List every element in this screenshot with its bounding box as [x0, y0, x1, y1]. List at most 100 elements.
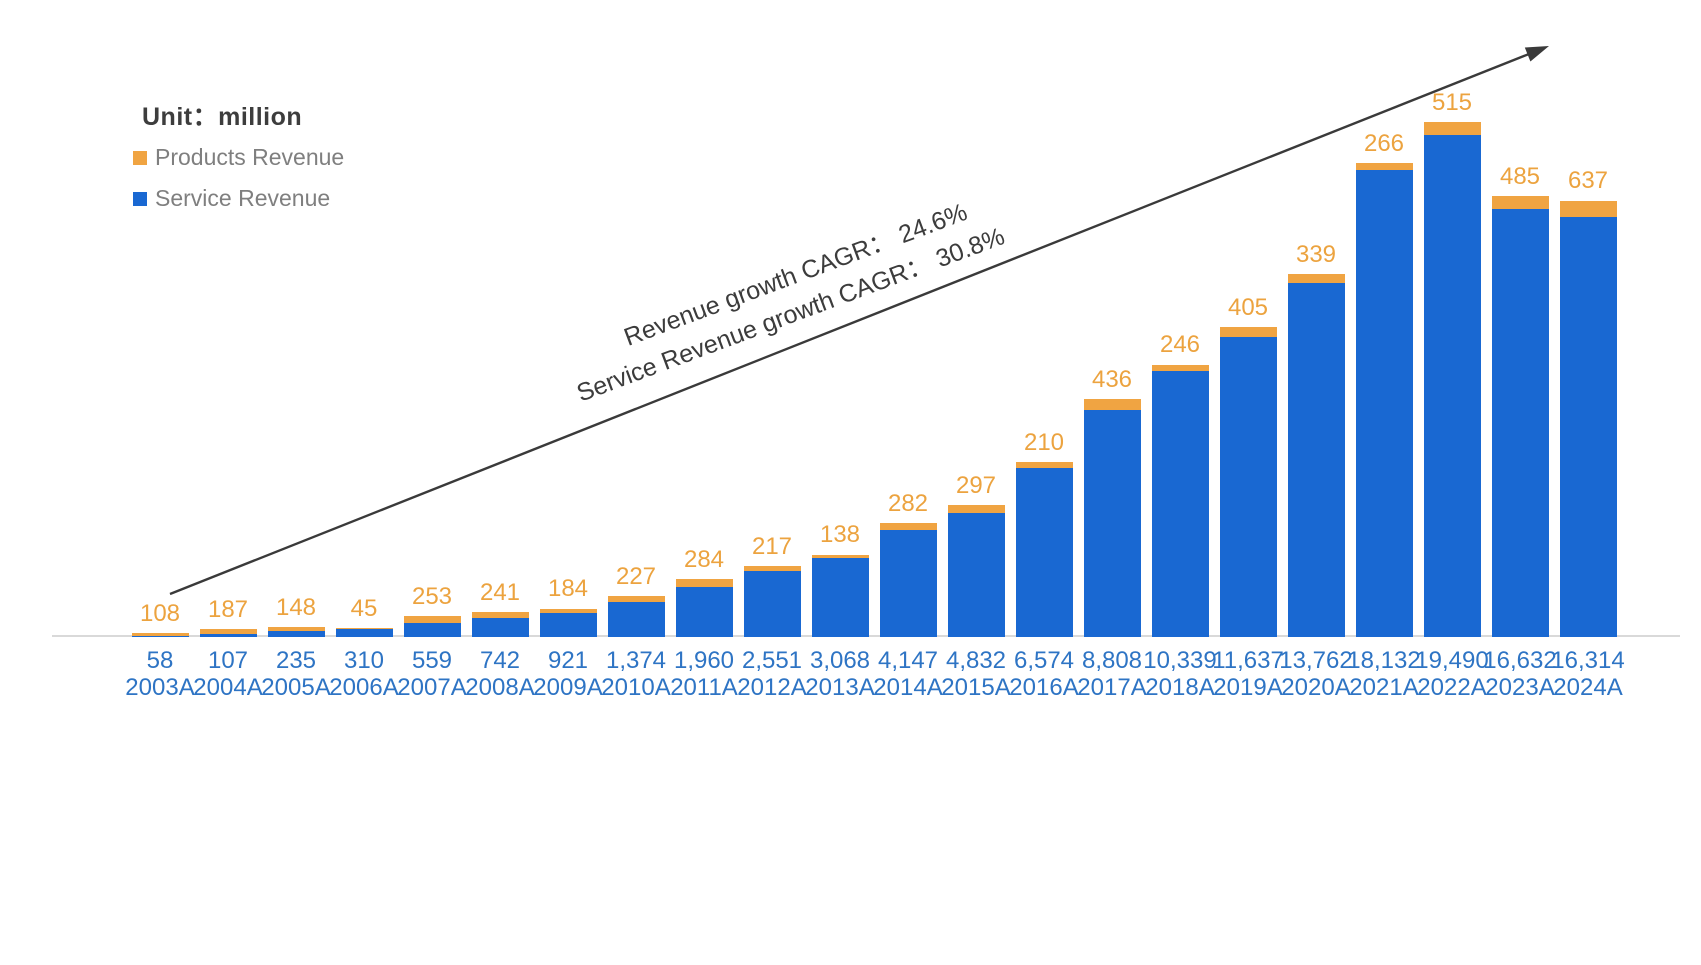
service-value-label-2012A: 2,551: [741, 647, 803, 674]
bar-2006A: [335, 627, 393, 637]
products-segment-2005A: [267, 627, 325, 631]
legend-item-products: Products Revenue: [133, 144, 344, 171]
bar-2004A: [199, 629, 257, 637]
products-segment-2014A: [879, 523, 937, 531]
products-segment-2018A: [1151, 364, 1209, 371]
year-label-2014A: 2014A: [873, 674, 943, 701]
bar-2012A: [743, 565, 801, 637]
service-segment-2010A: [607, 601, 665, 637]
legend-item-service: Service Revenue: [133, 185, 330, 212]
year-label-2016A: 2016A: [1009, 674, 1079, 701]
products-segment-2007A: [403, 616, 461, 623]
unit-label: Unit：million: [142, 103, 303, 131]
products-segment-2015A: [947, 505, 1005, 513]
bar-2014A: [879, 523, 937, 637]
service-segment-2014A: [879, 530, 937, 637]
service-segment-2003A: [131, 635, 189, 637]
year-label-2017A: 2017A: [1077, 674, 1147, 701]
service-value-label-2010A: 1,374: [605, 647, 667, 674]
year-label-2004A: 2004A: [193, 674, 263, 701]
year-label-2010A: 2010A: [601, 674, 671, 701]
year-label-2024A: 2024A: [1553, 674, 1623, 701]
service-segment-2006A: [335, 629, 393, 637]
products-value-label-2014A: 282: [887, 489, 929, 517]
year-label-2021A: 2021A: [1349, 674, 1419, 701]
products-segment-2019A: [1219, 327, 1277, 338]
bar-2005A: [267, 627, 325, 637]
year-label-2006A: 2006A: [329, 674, 399, 701]
products-value-label-2020A: 339: [1295, 240, 1337, 268]
bar-2020A: [1287, 274, 1345, 637]
products-value-label-2015A: 297: [955, 471, 997, 499]
products-value-label-2018A: 246: [1159, 331, 1201, 359]
service-legend-swatch-icon: [133, 191, 147, 206]
service-value-label-2006A: 310: [343, 647, 385, 674]
service-segment-2016A: [1015, 467, 1073, 637]
products-segment-2022A: [1423, 122, 1481, 136]
service-segment-2023A: [1491, 208, 1549, 637]
products-value-label-2010A: 227: [615, 562, 657, 590]
service-value-label-2024A: 16,314: [1551, 647, 1625, 674]
bar-2021A: [1355, 163, 1413, 637]
products-value-label-2021A: 266: [1363, 130, 1405, 158]
products-value-label-2013A: 138: [819, 521, 861, 549]
year-label-2022A: 2022A: [1417, 674, 1487, 701]
service-value-label-2020A: 13,762: [1279, 647, 1353, 674]
service-value-label-2017A: 8,808: [1081, 647, 1143, 674]
service-segment-2005A: [267, 631, 325, 637]
products-segment-2024A: [1559, 200, 1617, 217]
products-segment-2021A: [1355, 163, 1413, 171]
bar-2017A: [1083, 399, 1141, 637]
service-segment-2007A: [403, 622, 461, 637]
service-segment-2018A: [1151, 370, 1209, 637]
service-value-label-2021A: 18,132: [1347, 647, 1421, 674]
service-segment-2020A: [1287, 282, 1345, 637]
bar-2011A: [675, 579, 733, 637]
products-value-label-2005A: 148: [275, 593, 317, 621]
bar-2007A: [403, 616, 461, 637]
service-value-label-2019A: 11,637: [1212, 647, 1284, 674]
service-value-label-2005A: 235: [275, 647, 317, 674]
service-value-label-2011A: 1,960: [673, 647, 735, 674]
service-segment-2009A: [539, 613, 597, 637]
year-label-2011A: 2011A: [670, 674, 738, 701]
service-segment-2011A: [675, 586, 733, 637]
products-segment-2023A: [1491, 196, 1549, 209]
products-value-label-2024A: 637: [1567, 167, 1609, 195]
service-segment-2021A: [1355, 170, 1413, 637]
products-segment-2012A: [743, 565, 801, 572]
products-value-label-2017A: 436: [1091, 365, 1133, 393]
year-label-2009A: 2009A: [533, 674, 603, 701]
service-segment-2012A: [743, 571, 801, 637]
service-segment-2017A: [1083, 410, 1141, 637]
service-value-label-2016A: 6,574: [1013, 647, 1075, 674]
products-segment-2016A: [1015, 462, 1073, 468]
bar-2015A: [947, 505, 1005, 637]
service-value-label-2003A: 58: [146, 647, 174, 674]
service-value-label-2004A: 107: [207, 647, 249, 674]
year-label-2023A: 2023A: [1485, 674, 1555, 701]
products-segment-2009A: [539, 608, 597, 614]
service-value-label-2014A: 4,147: [877, 647, 939, 674]
products-value-label-2022A: 515: [1431, 88, 1473, 116]
year-label-2003A: 2003A: [125, 674, 195, 701]
service-segment-2004A: [199, 634, 257, 637]
service-value-label-2018A: 10,339: [1143, 647, 1217, 674]
products-legend-label: Products Revenue: [155, 144, 345, 170]
service-value-label-2015A: 4,832: [945, 647, 1007, 674]
products-value-label-2007A: 253: [411, 582, 453, 610]
products-segment-2004A: [199, 629, 257, 635]
products-value-label-2023A: 485: [1499, 163, 1541, 191]
products-value-label-2011A: 284: [683, 546, 725, 574]
service-segment-2013A: [811, 558, 869, 637]
bar-2003A: [131, 632, 189, 637]
products-value-label-2006A: 45: [350, 594, 378, 622]
year-label-2020A: 2020A: [1281, 674, 1351, 701]
products-segment-2013A: [811, 554, 869, 559]
service-segment-2008A: [471, 617, 529, 637]
products-value-label-2003A: 108: [139, 599, 181, 627]
products-segment-2010A: [607, 595, 665, 602]
products-value-label-2016A: 210: [1023, 429, 1065, 457]
bar-2023A: [1491, 196, 1549, 637]
